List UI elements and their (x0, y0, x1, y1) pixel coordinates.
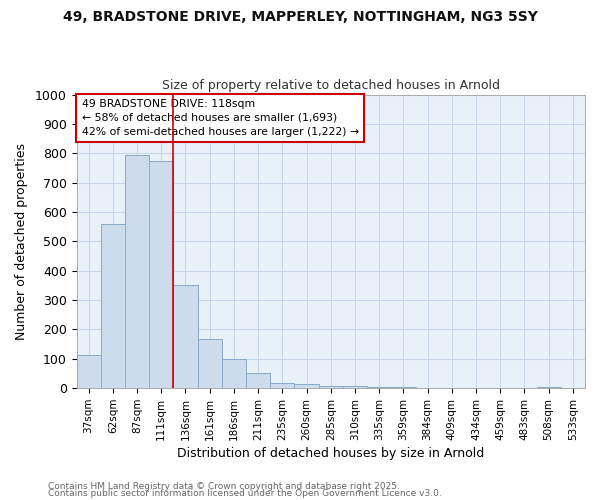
Y-axis label: Number of detached properties: Number of detached properties (15, 143, 28, 340)
Bar (270, 383, 295, 388)
Bar (125, 155, 149, 388)
Bar (246, 373, 270, 388)
Bar (367, 387, 391, 388)
Bar (197, 339, 222, 388)
Bar (222, 360, 246, 388)
Text: Contains public sector information licensed under the Open Government Licence v3: Contains public sector information licen… (48, 489, 442, 498)
Bar (536, 386, 561, 388)
X-axis label: Distribution of detached houses by size in Arnold: Distribution of detached houses by size … (177, 447, 484, 460)
Text: Contains HM Land Registry data © Crown copyright and database right 2025.: Contains HM Land Registry data © Crown c… (48, 482, 400, 491)
Bar (343, 386, 367, 388)
Bar (173, 286, 197, 388)
Bar (295, 384, 319, 388)
Text: 49, BRADSTONE DRIVE, MAPPERLEY, NOTTINGHAM, NG3 5SY: 49, BRADSTONE DRIVE, MAPPERLEY, NOTTINGH… (62, 10, 538, 24)
Bar (101, 224, 125, 388)
Bar (149, 160, 173, 388)
Title: Size of property relative to detached houses in Arnold: Size of property relative to detached ho… (162, 79, 500, 92)
Bar (319, 386, 343, 388)
Text: 49 BRADSTONE DRIVE: 118sqm
← 58% of detached houses are smaller (1,693)
42% of s: 49 BRADSTONE DRIVE: 118sqm ← 58% of deta… (82, 99, 359, 137)
Bar (77, 355, 101, 388)
